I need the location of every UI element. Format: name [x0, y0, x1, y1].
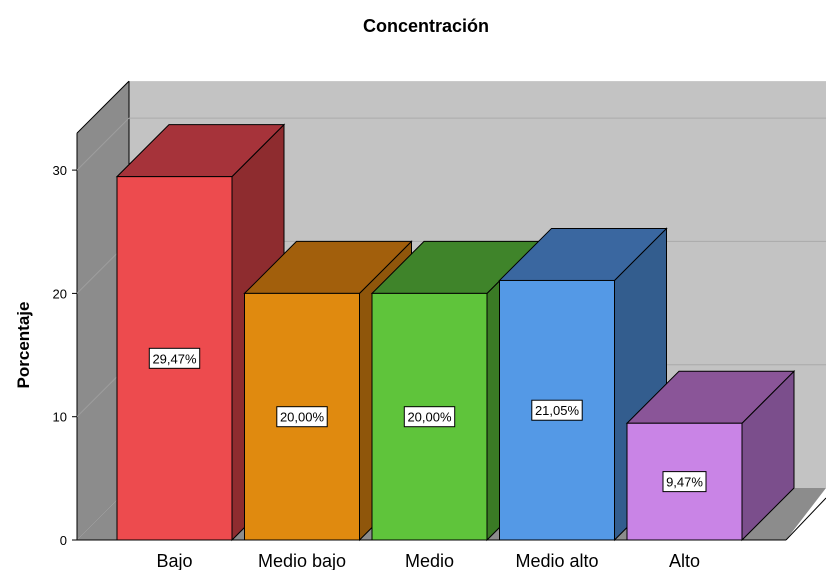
data-label: 20,00%	[407, 410, 452, 425]
gridline-side	[76, 117, 130, 171]
data-label: 9,47%	[666, 475, 703, 490]
bar: 9,47%	[625, 370, 796, 542]
x-tick-label: Bajo	[156, 551, 192, 570]
data-label: 21,05%	[535, 403, 580, 418]
bars: 29,47% 20,00% 20,00% 21,05% 9,47%	[115, 123, 796, 542]
floor-edge-right	[785, 497, 826, 541]
x-tick-label: Medio alto	[515, 551, 598, 570]
y-tick-label: 30	[53, 163, 67, 178]
y-tick-label: 10	[53, 410, 67, 425]
x-tick-label: Alto	[669, 551, 700, 570]
y-tick-label: 20	[53, 286, 67, 301]
data-label-box	[403, 406, 456, 428]
data-label: 20,00%	[280, 410, 325, 425]
data-label-box	[531, 399, 583, 421]
y-axis-ticks: 0 10 20 30	[53, 163, 77, 548]
x-tick-label: Medio	[405, 551, 454, 570]
chart-title: Concentración	[363, 16, 489, 36]
wall-edge-top	[76, 80, 130, 134]
data-label-box	[662, 471, 707, 493]
y-tick-label: 0	[60, 533, 67, 548]
data-label-box	[276, 406, 328, 428]
bar-front	[626, 422, 743, 541]
data-label-box	[148, 347, 201, 369]
x-axis-labels: Bajo Medio bajo Medio Medio alto Alto	[156, 551, 700, 570]
data-label: 29,47%	[152, 351, 197, 366]
y-axis-label: Porcentaje	[14, 302, 33, 389]
left-wall	[77, 81, 129, 541]
x-tick-label: Medio bajo	[258, 551, 346, 570]
